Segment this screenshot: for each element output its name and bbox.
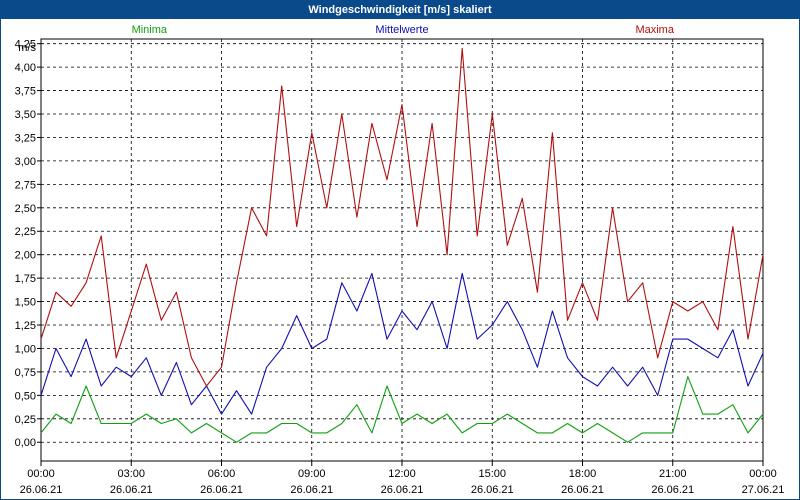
x-tick-date: 26.06.21 (561, 484, 604, 496)
x-tick-time: 06:00 (208, 468, 236, 480)
x-tick-date: 26.06.21 (110, 484, 153, 496)
y-tick-label: 1,00 (15, 343, 36, 355)
series-maxima-line (40, 47, 764, 387)
y-tick-label: 3,00 (15, 156, 36, 168)
x-tick-date: 26.06.21 (200, 484, 243, 496)
y-tick-label: 0,25 (15, 414, 36, 426)
legend-mittelwerte: Mittelwerte (375, 24, 428, 36)
x-tick-time: 09:00 (298, 468, 326, 480)
y-tick-label: 1,25 (15, 320, 36, 332)
series-minima-line (40, 376, 764, 443)
y-tick-label: 4,00 (15, 62, 36, 74)
y-tick-label: 3,25 (15, 132, 36, 144)
y-tick-label: 4,25 (15, 39, 36, 51)
x-tick-date: 26.06.21 (381, 484, 424, 496)
y-tick-label: 1,75 (15, 273, 36, 285)
x-tick-date: 26.06.21 (20, 484, 63, 496)
legend-minima: Minima (132, 24, 168, 36)
x-tick-date: 26.06.21 (290, 484, 333, 496)
y-tick-label: 0,00 (15, 437, 36, 449)
y-tick-label: 3,75 (15, 86, 36, 98)
y-tick-label: 3,50 (15, 109, 36, 121)
y-tick-label: 2,75 (15, 179, 36, 191)
x-tick-time: 21:00 (659, 468, 687, 480)
y-tick-label: 2,00 (15, 250, 36, 262)
y-tick-label: 2,25 (15, 226, 36, 238)
x-tick-time: 03:00 (117, 468, 145, 480)
chart-title: Windgeschwindigkeit [m/s] skaliert (1, 1, 799, 19)
x-tick-time: 00:00 (749, 468, 777, 480)
legend-maxima: Maxima (635, 24, 674, 36)
y-axis-label: m/s (18, 42, 36, 54)
x-tick-date: 27.06.21 (742, 484, 785, 496)
x-tick-time: 18:00 (569, 468, 597, 480)
x-tick-time: 12:00 (388, 468, 416, 480)
y-tick-label: 0,75 (15, 367, 36, 379)
y-tick-label: 1,50 (15, 297, 36, 309)
x-tick-date: 26.06.21 (471, 484, 514, 496)
x-tick-date: 26.06.21 (651, 484, 694, 496)
series-mittelwerte-line (40, 272, 764, 415)
y-tick-label: 0,50 (15, 390, 36, 402)
y-tick-label: 2,50 (15, 203, 36, 215)
x-tick-time: 00:00 (27, 468, 55, 480)
x-tick-time: 15:00 (478, 468, 506, 480)
